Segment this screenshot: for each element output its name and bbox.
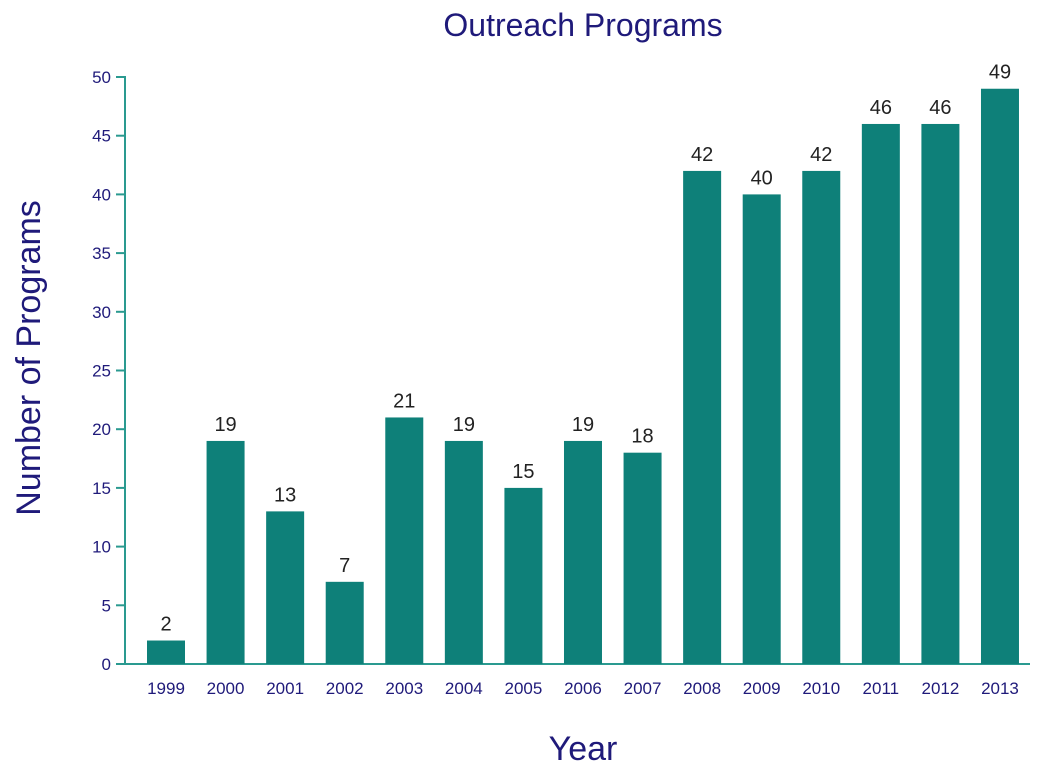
x-tick-label: 2010: [802, 679, 840, 698]
x-tick-label: 2001: [266, 679, 304, 698]
y-tick-label: 25: [92, 362, 111, 381]
y-tick-label: 35: [92, 244, 111, 263]
data-label-2000: 19: [214, 414, 236, 436]
x-tick-label: 2013: [981, 679, 1019, 698]
data-label-2002: 7: [339, 555, 350, 577]
x-tick-label: 2009: [743, 679, 781, 698]
bar-2001: [266, 511, 305, 664]
bar-2011: [861, 123, 900, 664]
data-label-2001: 13: [274, 484, 296, 506]
bar-2008: [683, 170, 722, 665]
bar-2010: [802, 170, 841, 665]
bar-2005: [504, 487, 543, 664]
data-label-2011: 46: [870, 97, 892, 119]
y-tick-label: 0: [102, 655, 111, 674]
x-tick-label: 1999: [147, 679, 185, 698]
data-label-2006: 19: [572, 414, 594, 436]
bar-2006: [563, 440, 602, 664]
y-tick-label: 10: [92, 538, 111, 557]
y-tick-label: 20: [92, 420, 111, 439]
bar-2009: [742, 194, 781, 664]
y-tick-label: 15: [92, 479, 111, 498]
bar-2000: [206, 440, 245, 664]
bar-2007: [623, 452, 662, 664]
x-tick-label: 2008: [683, 679, 721, 698]
y-tick-label: 5: [102, 596, 111, 615]
bar-1999: [147, 640, 185, 664]
x-tick-label: 2000: [207, 679, 245, 698]
bar-2002: [325, 581, 364, 664]
bar-2004: [444, 440, 483, 664]
data-label-2012: 46: [929, 97, 951, 119]
y-axis-title: Number of Programs: [10, 200, 48, 516]
x-tick-label: 2002: [326, 679, 364, 698]
x-tick-label: 2003: [385, 679, 423, 698]
bar-2013: [980, 88, 1019, 665]
y-tick-label: 50: [92, 68, 111, 87]
x-tick-label: 2007: [624, 679, 662, 698]
x-tick-label: 2004: [445, 679, 483, 698]
chart-title: Outreach Programs: [443, 7, 722, 43]
data-label-2010: 42: [810, 144, 832, 166]
bar-2003: [385, 417, 424, 664]
x-tick-label: 2006: [564, 679, 602, 698]
data-label-2013: 49: [989, 62, 1011, 84]
y-tick-label: 30: [92, 303, 111, 322]
bar-2012: [921, 123, 960, 664]
y-tick-label: 40: [92, 185, 111, 204]
data-label-2007: 18: [631, 426, 653, 448]
x-tick-label: 2005: [505, 679, 543, 698]
data-label-2003: 21: [393, 390, 415, 412]
x-axis-title: Year: [549, 730, 618, 766]
x-tick-label: 2011: [863, 679, 900, 698]
plot-area: 0 5 10 15 20 25 30 35 40 45 50 1999 2 2000 19 2001 13 200…: [92, 62, 1030, 698]
x-tick-label: 2012: [921, 679, 959, 698]
data-label-2005: 15: [512, 461, 534, 483]
data-label-2004: 19: [453, 414, 475, 436]
y-tick-label: 45: [92, 127, 111, 146]
data-label-1999: 2: [160, 614, 171, 636]
data-label-2009: 40: [751, 167, 773, 189]
data-label-2008: 42: [691, 144, 713, 166]
